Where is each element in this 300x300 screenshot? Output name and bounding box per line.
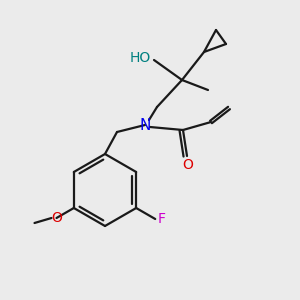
- Text: HO: HO: [129, 51, 151, 65]
- Text: O: O: [183, 158, 194, 172]
- Text: N: N: [139, 118, 151, 133]
- Text: F: F: [157, 212, 165, 226]
- Text: O: O: [51, 211, 62, 225]
